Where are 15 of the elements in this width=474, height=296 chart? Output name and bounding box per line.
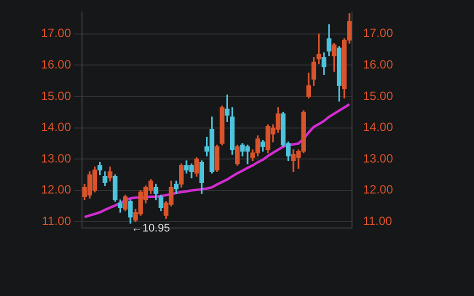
y2-tick-label: 11.00 xyxy=(362,214,392,228)
y-tick-label: 14.00 xyxy=(41,120,72,134)
y2-tick-label: 12.00 xyxy=(362,182,394,197)
y-tick-label: 12.00 xyxy=(41,182,72,197)
y-tick-label: 13.00 xyxy=(41,151,72,166)
y2-tick-label: 14.00 xyxy=(362,120,394,134)
y-tick-label: 17.00 xyxy=(41,26,72,40)
y-tick-label: 15.00 xyxy=(41,88,72,103)
y2-tick-label: 16.00 xyxy=(362,58,394,72)
y2-tick-label: 15.00 xyxy=(362,88,394,103)
y-tick-label: 11.00 xyxy=(42,214,72,228)
y-tick-label: 16.00 xyxy=(41,58,72,72)
y2-tick-label: 13.00 xyxy=(362,151,394,166)
annotation: ←10.95 xyxy=(131,222,170,234)
y2-tick-label: 17.00 xyxy=(362,26,394,40)
